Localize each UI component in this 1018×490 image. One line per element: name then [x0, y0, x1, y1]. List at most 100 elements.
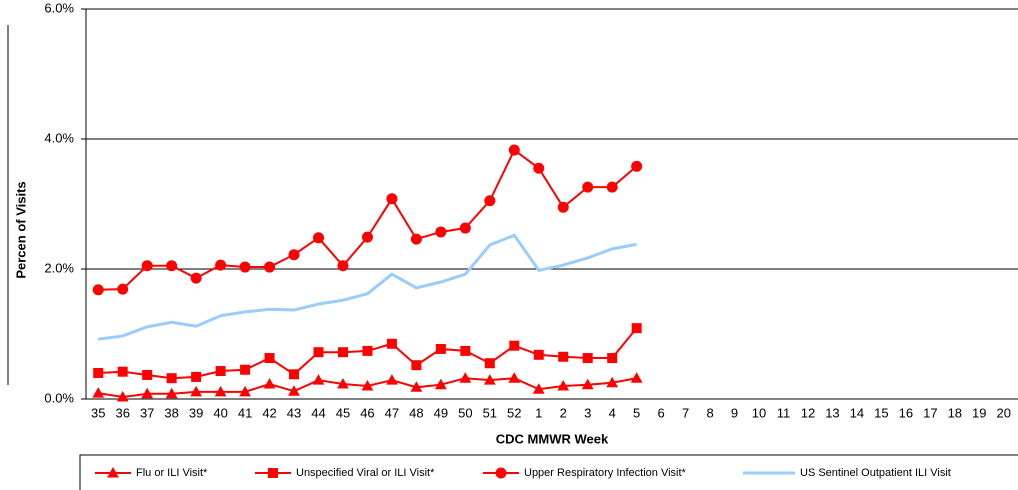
marker-triangle	[288, 385, 300, 396]
x-tick-label: 35	[91, 405, 105, 420]
marker-square	[93, 368, 104, 378]
marker-triangle	[263, 378, 276, 389]
marker-triangle	[190, 385, 202, 397]
x-tick-label: 19	[972, 405, 986, 420]
marker-circle	[239, 261, 251, 273]
marker-triangle	[337, 378, 349, 389]
y-tick-label: 0.0%	[44, 390, 74, 405]
x-tick-label: 39	[189, 405, 203, 420]
marker-square	[411, 360, 422, 371]
marker-circle	[508, 144, 520, 156]
marker-square	[117, 366, 128, 377]
x-tick-label: 14	[850, 405, 864, 420]
marker-square	[191, 371, 202, 382]
marker-square	[337, 347, 348, 358]
marker-triangle	[557, 379, 570, 391]
x-tick-label: 52	[507, 405, 521, 420]
marker-circle	[141, 260, 153, 272]
marker-triangle	[214, 385, 227, 397]
marker-triangle	[116, 391, 129, 402]
marker-square	[607, 353, 618, 364]
marker-triangle	[483, 374, 496, 385]
marker-circle	[435, 226, 447, 238]
marker-circle	[288, 249, 300, 261]
x-tick-label: 2	[560, 405, 567, 420]
marker-triangle	[581, 378, 594, 390]
x-tick-label: 10	[752, 405, 766, 420]
x-tick-label: 47	[385, 405, 399, 420]
marker-triangle	[107, 466, 119, 478]
y-tick-label: 4.0%	[44, 130, 74, 145]
marker-triangle	[435, 378, 447, 390]
x-tick-label: 42	[262, 405, 276, 420]
marker-square	[166, 373, 177, 384]
marker-circle	[495, 467, 507, 479]
marker-circle	[582, 181, 594, 193]
x-tick-label: 36	[115, 405, 129, 420]
marker-square	[631, 323, 642, 334]
x-tick-label: 48	[409, 405, 423, 420]
marker-circle	[117, 283, 129, 295]
marker-triangle	[165, 387, 178, 399]
x-tick-label: 50	[458, 405, 472, 420]
y-axis-label: Percen of Visits	[13, 181, 28, 278]
marker-square	[582, 353, 593, 364]
x-tick-label: 17	[923, 405, 937, 420]
marker-triangle	[459, 372, 472, 383]
marker-circle	[606, 181, 618, 193]
x-tick-label: 40	[213, 405, 227, 420]
marker-circle	[313, 232, 324, 244]
x-tick-label: 6	[658, 405, 665, 420]
x-tick-label: 15	[874, 405, 888, 420]
marker-triangle	[606, 376, 619, 388]
marker-square	[362, 345, 373, 356]
marker-square	[509, 340, 520, 351]
x-tick-label: 9	[731, 405, 738, 420]
marker-circle	[92, 284, 104, 296]
marker-square	[435, 343, 446, 354]
x-tick-label: 44	[311, 405, 325, 420]
y-tick-label: 6.0%	[44, 0, 74, 15]
marker-circle	[386, 193, 398, 205]
x-tick-label: 3	[584, 405, 591, 420]
x-tick-label: 49	[434, 405, 448, 420]
marker-circle	[190, 272, 202, 284]
x-tick-label: 4	[609, 405, 616, 420]
marker-square	[484, 358, 495, 369]
marker-triangle	[141, 387, 154, 399]
marker-circle	[459, 222, 471, 234]
x-tick-label: 5	[633, 405, 640, 420]
marker-triangle	[386, 374, 398, 385]
x-tick-label: 37	[140, 405, 154, 420]
marker-circle	[264, 261, 276, 273]
legend-label: Upper Respiratory Infection Visit*	[524, 467, 687, 479]
marker-square	[215, 366, 226, 377]
x-tick-label: 41	[238, 405, 252, 420]
marker-triangle	[361, 379, 374, 391]
marker-square	[240, 364, 251, 375]
marker-circle	[410, 233, 422, 245]
marker-circle	[337, 260, 349, 272]
x-tick-label: 12	[801, 405, 815, 420]
marker-circle	[557, 201, 569, 213]
marker-triangle	[630, 372, 643, 383]
y-tick-label: 2.0%	[44, 260, 74, 275]
marker-triangle	[508, 372, 521, 383]
marker-square	[264, 353, 275, 364]
series-line	[98, 233, 637, 341]
marker-triangle	[92, 387, 105, 398]
marker-circle	[166, 260, 178, 272]
x-axis-label: CDC MMWR Week	[496, 431, 609, 446]
marker-square	[142, 369, 153, 380]
marker-square	[558, 351, 569, 362]
x-tick-label: 46	[360, 405, 374, 420]
x-tick-label: 7	[682, 405, 689, 420]
legend-box	[79, 454, 1018, 490]
marker-circle	[484, 195, 496, 207]
x-tick-label: 38	[164, 405, 178, 420]
marker-circle	[361, 231, 373, 243]
marker-square	[268, 468, 278, 478]
marker-circle	[631, 160, 643, 172]
x-tick-label: 51	[483, 405, 497, 420]
